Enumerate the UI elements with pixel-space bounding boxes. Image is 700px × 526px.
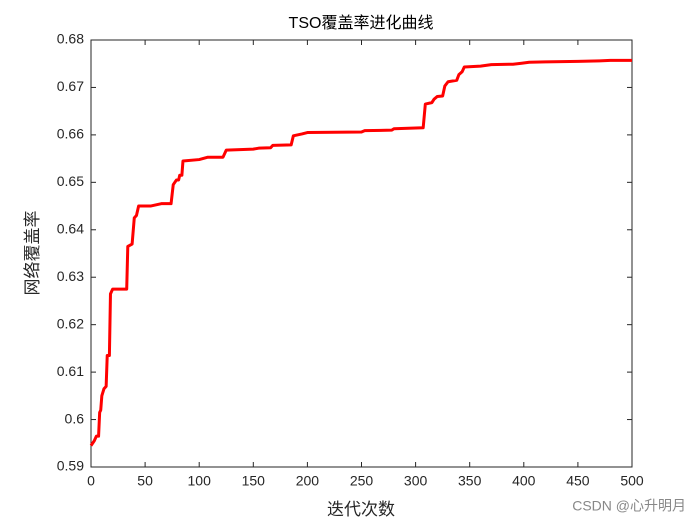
x-tick-label: 200 [296,473,320,489]
x-tick-label: 450 [566,473,590,489]
x-tick-label: 500 [620,473,644,489]
y-tick-label: 0.68 [57,31,84,47]
y-tick-label: 0.64 [57,220,84,236]
y-tick-label: 0.61 [57,363,84,379]
y-tick-label: 0.62 [57,315,84,331]
chart-title: TSO覆盖率进化曲线 [289,14,434,32]
data-line [89,58,632,447]
x-tick-label: 300 [404,473,428,489]
x-tick-label: 400 [512,473,536,489]
x-tick-label: 0 [87,473,95,489]
y-tick-label: 0.65 [57,173,84,189]
x-tick-label: 250 [350,473,374,489]
x-axis-label: 迭代次数 [327,500,395,519]
y-tick-label: 0.59 [57,458,84,474]
y-axis-label: 网络覆盖率 [23,211,42,296]
x-tick-label: 150 [242,473,266,489]
plot-box [90,39,633,468]
y-tick-label: 0.63 [57,268,84,284]
watermark: CSDN @心升明月 [572,498,686,514]
y-tick-label: 0.6 [65,410,85,426]
x-tick-label: 350 [458,473,482,489]
y-tick-label: 0.66 [57,126,84,142]
x-tick-label: 50 [137,473,153,489]
x-tick-label: 100 [188,473,212,489]
y-tick-label: 0.67 [57,78,84,94]
